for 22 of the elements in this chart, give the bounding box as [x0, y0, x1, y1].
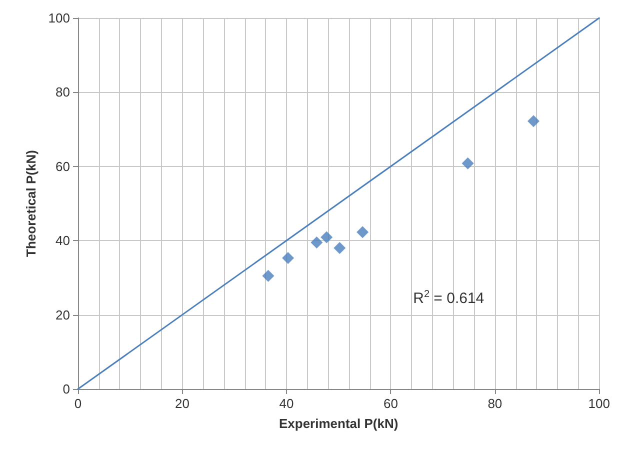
y-tick-label: 80: [56, 84, 70, 100]
y-axis-title: Theoretical P(kN): [23, 150, 38, 257]
y-tick-label: 100: [48, 10, 70, 26]
y-tick-label: 20: [56, 307, 70, 322]
x-tick-label: 60: [383, 396, 398, 411]
point: [320, 231, 333, 244]
point: [356, 226, 369, 238]
x-tick-label: 80: [488, 396, 502, 411]
x-tick-label: 40: [279, 396, 294, 411]
point: [527, 115, 540, 128]
x-tick-label: 100: [588, 396, 610, 411]
y-tick-label: 40: [56, 233, 70, 248]
y-tick-label: 60: [56, 158, 70, 174]
point: [334, 242, 346, 254]
point: [282, 252, 294, 264]
point: [262, 270, 274, 282]
x-tick-label: 20: [174, 396, 190, 411]
point: [462, 157, 474, 170]
x-axis-title: Experimental P(kN): [278, 416, 398, 431]
point: [310, 236, 323, 248]
y-tick-label: 0: [62, 382, 70, 396]
x-tick-label: 0: [74, 396, 82, 411]
